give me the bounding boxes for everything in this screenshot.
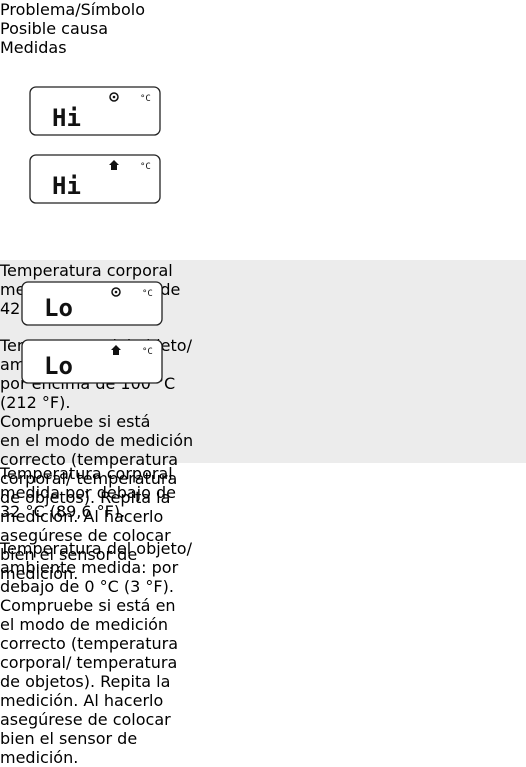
text-line: de objetos). Repita la bbox=[0, 671, 171, 691]
lcd-unit: °C bbox=[140, 94, 151, 104]
house-icon bbox=[109, 160, 119, 170]
text-line: medida por debajo de bbox=[0, 483, 176, 502]
text-line: Temperatura del objeto/ bbox=[0, 538, 192, 558]
text-line: medición. bbox=[0, 747, 79, 767]
table-row: Lo °C Lo °C Temperatura corporal medida por d… bbox=[0, 260, 526, 767]
body-icon-dot bbox=[112, 95, 116, 99]
header-cell: Problema/Símbolo bbox=[0, 0, 145, 19]
text-line: debajo de 0 °C (3 °F). bbox=[0, 576, 174, 596]
text-line: (212 °F). bbox=[0, 392, 71, 412]
text-line: Compruebe si está bbox=[0, 411, 151, 431]
text-line: Temperatura corporal bbox=[0, 261, 173, 280]
symbol-cell: Hi °C Hi °C bbox=[0, 57, 178, 261]
header-cell: Medidas bbox=[0, 38, 67, 57]
measures-cell: Compruebe si está en el modo de medición c… bbox=[0, 595, 179, 767]
lcd-reading: Lo bbox=[44, 352, 73, 380]
lcd-frame bbox=[21, 281, 163, 326]
lcd-reading: Lo bbox=[44, 294, 73, 322]
text-line: correcto (temperatura bbox=[0, 633, 179, 653]
body-icon bbox=[109, 92, 119, 102]
lcd-unit: °C bbox=[142, 289, 153, 299]
body-icon bbox=[111, 287, 121, 297]
text-line: corporal/ temperatura bbox=[0, 652, 178, 672]
paragraph: Temperatura del objeto/ambiente medida: … bbox=[0, 538, 192, 596]
lcd-reading: Hi bbox=[52, 104, 81, 132]
text-line: bien el sensor de bbox=[0, 728, 138, 748]
paragraph: Compruebe si está en el modo de medición c… bbox=[0, 595, 179, 767]
body-icon-dot bbox=[114, 290, 118, 294]
header-cell: Posible causa bbox=[0, 19, 109, 38]
text-line: asegúrese de colocar bbox=[0, 709, 171, 729]
text-line: medición. Al hacerlo bbox=[0, 690, 164, 710]
lcd-unit: °C bbox=[140, 162, 151, 172]
text-line: Temperatura corporal bbox=[0, 464, 173, 483]
lcd-frame bbox=[21, 339, 163, 384]
text-line: Compruebe si está en bbox=[0, 595, 176, 615]
text-line: ambiente medida: por bbox=[0, 557, 179, 577]
lcd-unit: °C bbox=[142, 347, 153, 357]
lcd-reading: Hi bbox=[52, 172, 81, 200]
lcd-frame bbox=[29, 86, 161, 136]
symbol-cell: Lo °C Lo °C bbox=[0, 260, 178, 464]
lcd-displays: Hi °C Hi °C bbox=[29, 86, 161, 204]
house-icon bbox=[111, 345, 121, 355]
lcd-frame bbox=[29, 154, 161, 204]
lcd-displays: Lo °C Lo °C bbox=[21, 281, 163, 384]
text-line: el modo de medición bbox=[0, 614, 169, 634]
